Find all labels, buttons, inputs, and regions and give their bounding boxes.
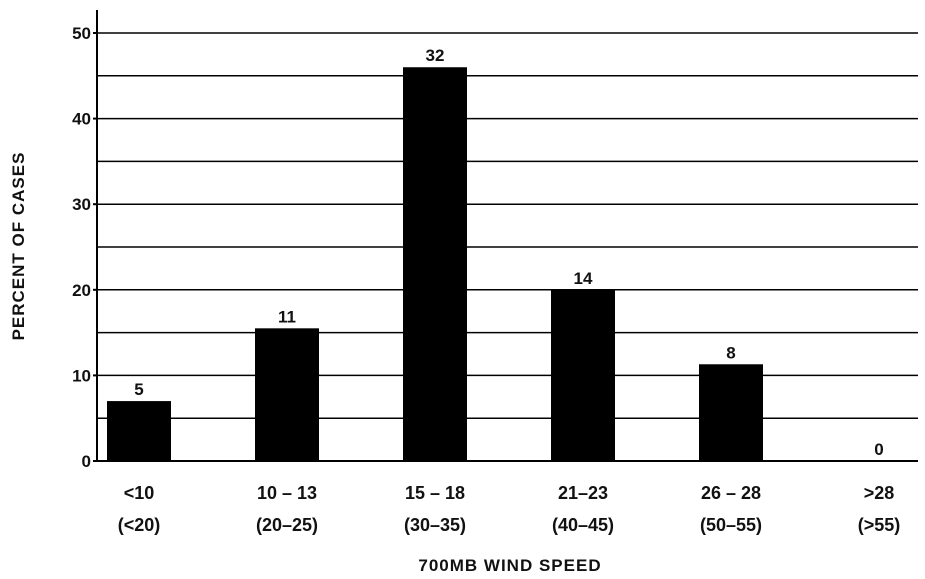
bar xyxy=(551,289,615,461)
x-category-sublabel: (30–35) xyxy=(404,515,466,535)
bar-value-label: 0 xyxy=(874,440,883,459)
x-category-sublabel: (20–25) xyxy=(256,515,318,535)
x-category-sublabel: (40–45) xyxy=(552,515,614,535)
bar-value-label: 32 xyxy=(426,46,445,65)
x-axis-title: 700MB WIND SPEED xyxy=(418,556,601,575)
bar-value-label: 11 xyxy=(278,307,296,326)
bar xyxy=(403,67,467,462)
bar xyxy=(699,364,763,461)
x-category-label: <10 xyxy=(124,483,155,503)
y-tick-label: 40 xyxy=(72,110,91,129)
bar-value-label: 8 xyxy=(726,343,735,362)
y-tick-label: 50 xyxy=(72,24,91,43)
bar-value-label: 5 xyxy=(134,380,143,399)
x-category-label: 15 – 18 xyxy=(405,483,465,503)
y-tick-label: 20 xyxy=(72,281,91,300)
x-category-sublabel: (50–55) xyxy=(700,515,762,535)
y-tick-labels: 0 10 20 30 40 50 xyxy=(72,24,97,471)
x-category-label: 10 – 13 xyxy=(257,483,317,503)
x-category-label: >28 xyxy=(864,483,895,503)
gridlines xyxy=(97,32,918,419)
data-labels: 5 11 32 14 8 0 xyxy=(134,46,883,459)
bar-value-label: 14 xyxy=(574,269,593,288)
bar xyxy=(255,328,319,461)
x-category-labels: <10 (<20) 10 – 13 (20–25) 15 – 18 (30–35) 21–2… xyxy=(118,483,901,535)
y-axis-title: PERCENT OF CASES xyxy=(9,152,28,341)
bar xyxy=(107,401,171,461)
x-category-sublabel: (>55) xyxy=(858,515,901,535)
bars xyxy=(107,67,763,462)
y-tick-label: 10 xyxy=(72,366,91,385)
x-category-sublabel: (<20) xyxy=(118,515,161,535)
x-category-label: 26 – 28 xyxy=(701,483,761,503)
y-tick-label: 30 xyxy=(72,195,91,214)
x-category-label: 21–23 xyxy=(558,483,608,503)
y-tick-label: 0 xyxy=(82,452,91,471)
